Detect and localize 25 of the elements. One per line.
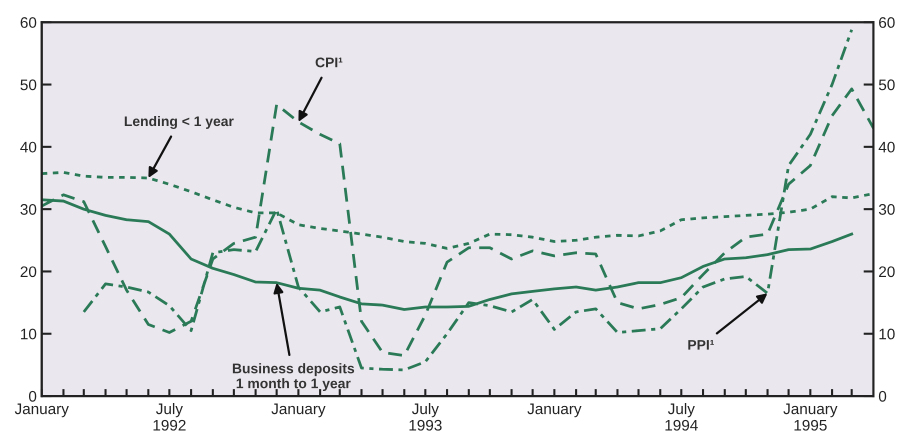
y-tick-label: 30 — [20, 204, 36, 215]
y2-tick-label: 10 — [879, 328, 895, 340]
y2-tick-label: 60 — [879, 17, 895, 28]
series-label: PPI¹ — [688, 340, 714, 350]
y2-tick-label: 30 — [878, 204, 895, 215]
text: CPI¹ — [316, 57, 342, 68]
y2-tick-label: 0 — [878, 390, 886, 402]
y-tick-label: 60 — [20, 17, 36, 28]
y2-tick-label: 20 — [879, 266, 895, 278]
x-tick-label: July 1994 — [665, 402, 698, 431]
x-tick-label: January — [14, 404, 69, 418]
x-tick-label: July 1992 — [154, 402, 186, 431]
y2-tick-label: 40 — [878, 142, 895, 153]
x-tick-label: January 1995 — [783, 404, 838, 431]
y-tick-label: 20 — [20, 266, 36, 278]
y2-tick-label: 50 — [878, 79, 895, 90]
y-tick-label: 50 — [20, 79, 36, 90]
text: Lending < 1 year — [124, 116, 234, 129]
x-tick-label: July 1993 — [409, 402, 442, 431]
y-tick-label: 40 — [20, 142, 36, 153]
y-tick-label: 0 — [28, 390, 36, 402]
y-tick-label: 10 — [21, 328, 36, 340]
x-tick-label: January — [271, 404, 326, 418]
x-tick-label: January — [527, 404, 582, 418]
text: Business deposits 1 month to 1 year — [232, 363, 354, 392]
